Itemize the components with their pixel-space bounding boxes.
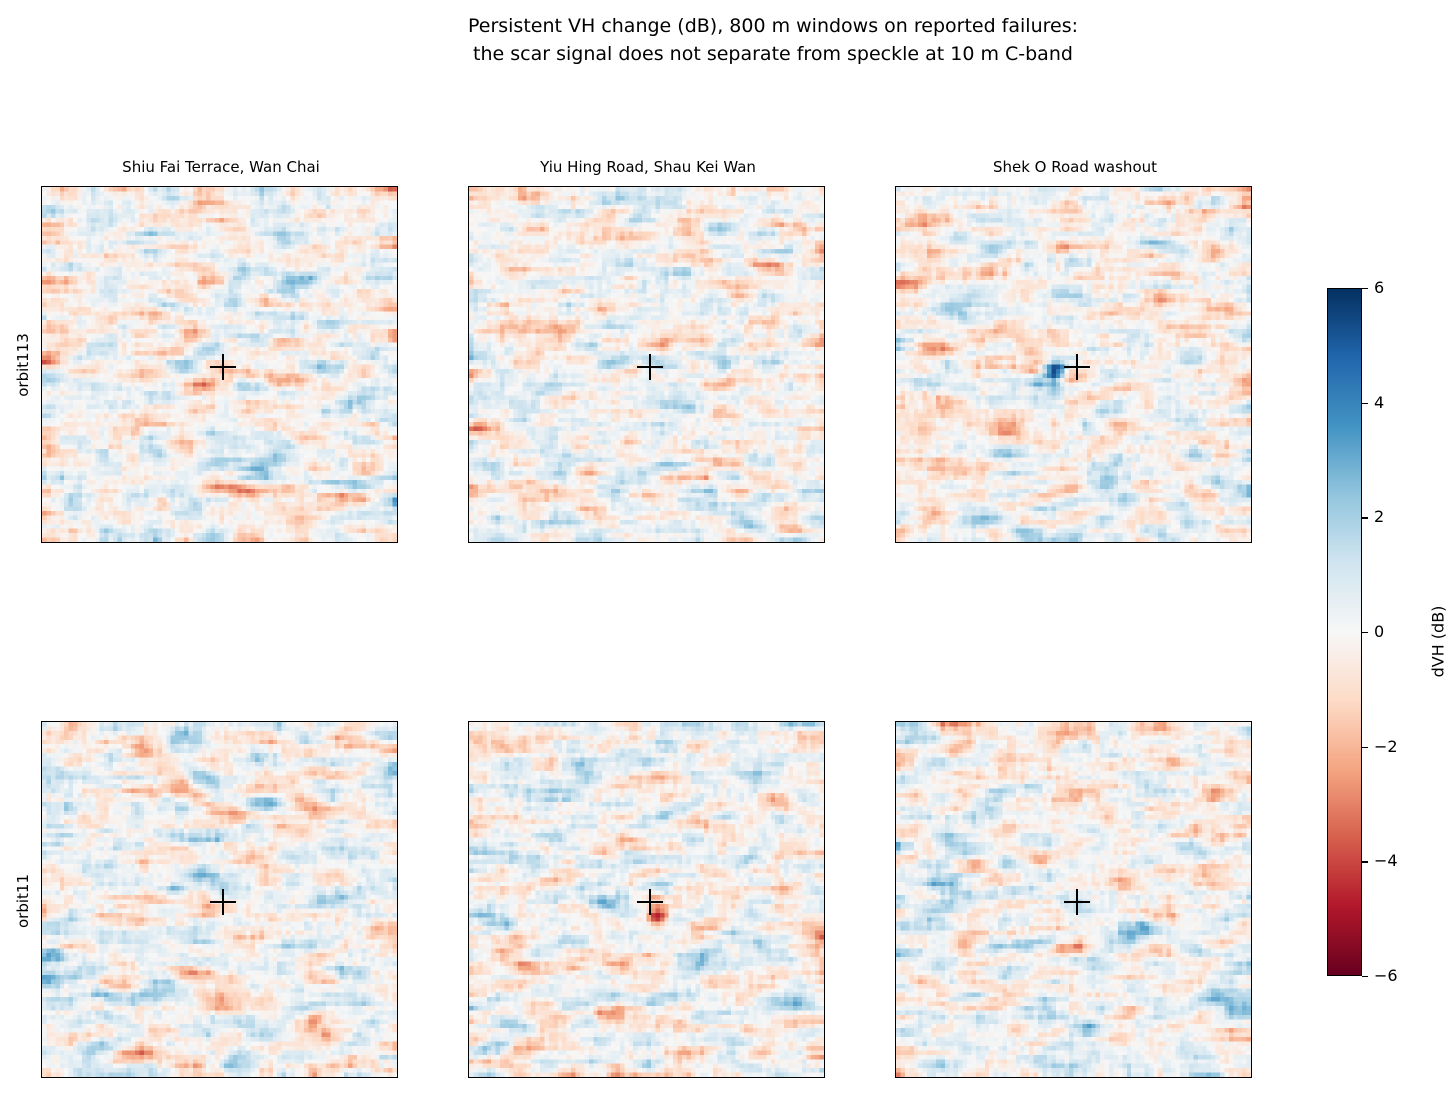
failure-location-marker — [637, 889, 663, 915]
column-title-1: Shiu Fai Terrace, Wan Chai — [122, 158, 320, 176]
heatmap-canvas — [896, 187, 1251, 542]
heatmap-panel — [895, 721, 1252, 1078]
column-title-2: Yiu Hing Road, Shau Kei Wan — [540, 158, 756, 176]
failure-location-marker — [637, 354, 663, 380]
colorbar-tick — [1362, 288, 1368, 290]
colorbar-tick — [1362, 632, 1368, 634]
colorbar-label: dVH (dB) — [1428, 605, 1448, 678]
heatmap-canvas — [42, 722, 397, 1077]
chart-title: Persistent VH change (dB), 800 m windows… — [0, 12, 1450, 68]
heatmap-panel — [895, 186, 1252, 543]
heatmap-canvas — [896, 722, 1251, 1077]
row-label-orbit11: orbit11 — [14, 874, 32, 929]
colorbar-tick-label: 4 — [1374, 392, 1385, 412]
colorbar-tick — [1362, 746, 1368, 748]
column-title-3: Shek O Road washout — [992, 158, 1158, 176]
row-label-orbit113: orbit113 — [14, 333, 32, 397]
failure-location-marker — [1064, 889, 1090, 915]
heatmap-canvas — [469, 187, 824, 542]
colorbar-tick-label: −4 — [1374, 851, 1398, 871]
heatmap-canvas — [469, 722, 824, 1077]
colorbar — [1327, 288, 1362, 976]
colorbar-tick-label: 2 — [1374, 507, 1385, 527]
heatmap-panel — [468, 186, 825, 543]
colorbar-tick-label: −6 — [1374, 966, 1398, 985]
heatmap-panel — [468, 721, 825, 1078]
heatmap-panel — [41, 186, 398, 543]
colorbar-tick — [1362, 976, 1368, 978]
colorbar-tick — [1362, 402, 1368, 404]
title-line-2: the scar signal does not separate from s… — [473, 43, 1073, 65]
colorbar-tick — [1362, 861, 1368, 863]
colorbar-tick-label: 0 — [1374, 622, 1385, 641]
heatmap-canvas — [42, 187, 397, 542]
colorbar-tick — [1362, 517, 1368, 519]
heatmap-panel — [41, 721, 398, 1078]
colorbar-tick-label: −2 — [1374, 736, 1398, 756]
failure-location-marker — [210, 354, 236, 380]
colorbar-tick-label: 6 — [1374, 278, 1385, 297]
failure-location-marker — [210, 889, 236, 915]
title-line-1: Persistent VH change (dB), 800 m windows… — [467, 15, 1079, 37]
failure-location-marker — [1064, 354, 1090, 380]
